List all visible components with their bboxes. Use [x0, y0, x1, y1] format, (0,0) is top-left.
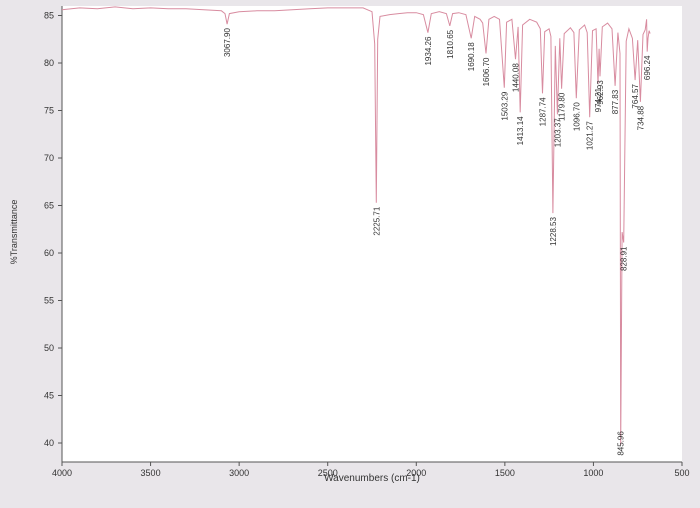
peak-label: 1203.37	[553, 118, 562, 147]
x-tick-label: 1000	[583, 468, 603, 478]
y-tick-label: 65	[44, 201, 54, 211]
x-tick-label: 1500	[495, 468, 515, 478]
peak-label: 696.24	[643, 55, 652, 80]
x-tick-label: 2500	[318, 468, 338, 478]
x-tick-label: 4000	[52, 468, 72, 478]
x-tick-label: 500	[674, 468, 689, 478]
peak-label: 1228.53	[549, 217, 558, 246]
x-tick-label: 3500	[141, 468, 161, 478]
peak-label: 764.57	[631, 84, 640, 109]
peak-label: 734.88	[636, 105, 645, 130]
peak-label: 1503.29	[500, 91, 509, 120]
peak-label: 845.96	[617, 431, 626, 456]
peak-label: 1810.65	[446, 29, 455, 58]
y-axis-label: %Transmittance	[9, 200, 19, 265]
peak-label: 1440.08	[512, 63, 521, 92]
y-axis: 85 80 75 70 65 60 55 50 45 40	[44, 6, 63, 462]
spectrum-line	[61, 6, 651, 445]
y-tick-label: 75	[44, 106, 54, 116]
peak-label: 828.91	[620, 246, 629, 271]
peak-label: 1413.14	[516, 116, 525, 145]
x-axis: 4000 3500 3000 2500 2000 1500 1000 500	[52, 461, 690, 478]
y-tick-label: 55	[44, 296, 54, 306]
peak-label: 1287.74	[539, 97, 548, 126]
y-tick-label: 40	[44, 438, 54, 448]
peak-label: 974.21	[594, 87, 603, 112]
y-tick-label: 50	[44, 343, 54, 353]
y-tick-label: 80	[44, 58, 54, 68]
x-axis-label: Wavenumbers (cm-1)	[324, 473, 420, 484]
peak-labels: 3067.90 2225.71 1934.26 1810.65 1690.18 1606.…	[223, 28, 652, 456]
x-tick-label: 2000	[406, 468, 426, 478]
peak-label: 1606.70	[482, 57, 491, 86]
peak-label: 1934.26	[424, 36, 433, 65]
y-tick-label: 45	[44, 391, 54, 401]
y-tick-label: 60	[44, 248, 54, 258]
plot-area	[62, 6, 682, 462]
y-tick-label: 85	[44, 11, 54, 21]
peak-label: 3067.90	[223, 28, 232, 57]
y-tick-label: 70	[44, 153, 54, 163]
peak-label: 1179.80	[558, 92, 567, 121]
peak-label: 2225.71	[372, 206, 381, 235]
peak-label: 1690.18	[467, 42, 476, 71]
peak-label: 877.83	[611, 89, 620, 114]
x-tick-label: 3000	[229, 468, 249, 478]
peak-label: 962.93	[596, 80, 605, 105]
peak-label: 1096.70	[572, 102, 581, 131]
peak-label: 1021.27	[586, 121, 595, 150]
